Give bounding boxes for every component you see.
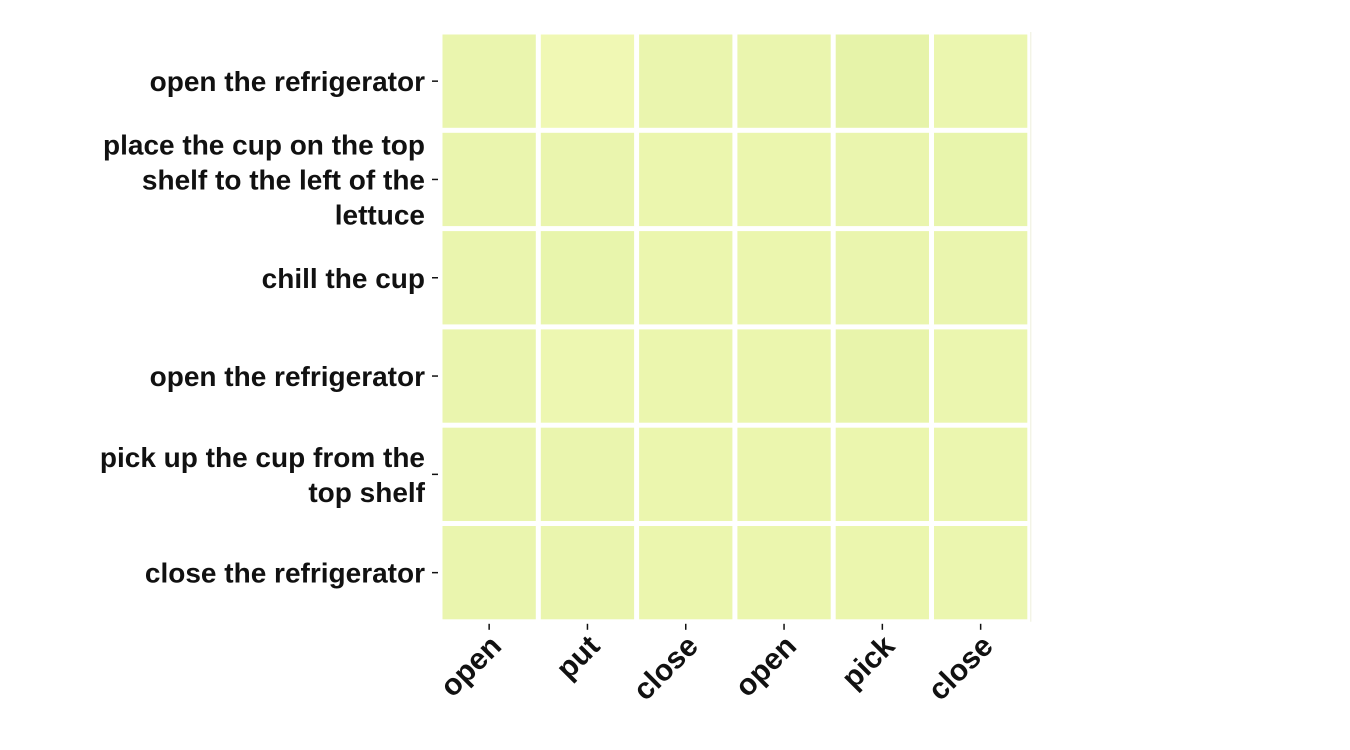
row-label-line: open the refrigerator xyxy=(150,66,425,97)
heatmap-cell xyxy=(835,231,929,325)
heatmap-cell xyxy=(934,132,1028,227)
heatmap-cell xyxy=(835,34,929,128)
heatmap-cells xyxy=(442,32,1032,622)
heatmap-cell xyxy=(540,34,635,128)
heatmap-cell xyxy=(639,132,733,227)
row-label-line: lettuce xyxy=(335,199,425,230)
row-label: place the cup on the top shelf to the lef… xyxy=(103,129,425,230)
heatmap-cell xyxy=(934,427,1028,521)
row-label-line: place the cup on the top xyxy=(103,129,425,160)
row-label-line: pick up the cup from the xyxy=(100,442,425,473)
row-label: open the refrigerator xyxy=(150,361,425,392)
heatmap-cell xyxy=(639,34,733,128)
row-label: pick up the cup from the top shelf xyxy=(100,442,426,508)
heatmap-cell xyxy=(737,132,831,227)
row-label-line: shelf to the left of the xyxy=(142,164,425,195)
heatmap-cell xyxy=(737,526,831,620)
heatmap-cell xyxy=(737,427,831,521)
column-label: pick xyxy=(836,629,902,695)
column-label: put xyxy=(550,629,606,685)
row-label-line: chill the cup xyxy=(262,263,425,294)
heatmap-cell xyxy=(737,329,831,423)
row-label: close the refrigerator xyxy=(145,558,425,589)
heatmap-cell xyxy=(934,34,1028,128)
heatmap-cell xyxy=(639,427,733,521)
column-label: close xyxy=(627,629,705,707)
heatmap-cell xyxy=(540,329,635,423)
heatmap-cell xyxy=(934,329,1028,423)
heatmap-cell xyxy=(442,526,536,620)
heatmap-cell xyxy=(540,427,635,521)
heatmap-cell xyxy=(442,34,536,128)
row-label: open the refrigerator xyxy=(150,66,425,97)
heatmap-cell xyxy=(639,526,733,620)
heatmap-cell xyxy=(639,231,733,325)
heatmap-cell xyxy=(934,526,1028,620)
heatmap-cell xyxy=(540,526,635,620)
heatmap-cell xyxy=(442,427,536,521)
heatmap-cell xyxy=(639,329,733,423)
heatmap-cell xyxy=(835,526,929,620)
row-labels: open the refrigerator place the cup on th… xyxy=(100,66,438,589)
heatmap-cell xyxy=(835,329,929,423)
heatmap-cell xyxy=(737,231,831,325)
heatmap-cell xyxy=(934,231,1028,325)
column-labels: open put close open pick close xyxy=(434,623,1000,707)
heatmap-cell xyxy=(442,231,536,325)
column-label: open xyxy=(434,629,508,703)
heatmap-cell xyxy=(835,427,929,521)
heatmap-cell xyxy=(835,132,929,227)
heatmap-cell xyxy=(737,34,831,128)
heatmap-cell xyxy=(442,329,536,423)
heatmap-cell xyxy=(540,132,635,227)
column-label: close xyxy=(922,629,1000,707)
heatmap-cell xyxy=(442,132,536,227)
heatmap-cell xyxy=(540,231,635,325)
column-label: open xyxy=(729,629,803,703)
row-label-line: close the refrigerator xyxy=(145,558,425,589)
row-label-line: top shelf xyxy=(308,477,425,508)
row-label: chill the cup xyxy=(262,263,425,294)
row-label-line: open the refrigerator xyxy=(150,361,425,392)
